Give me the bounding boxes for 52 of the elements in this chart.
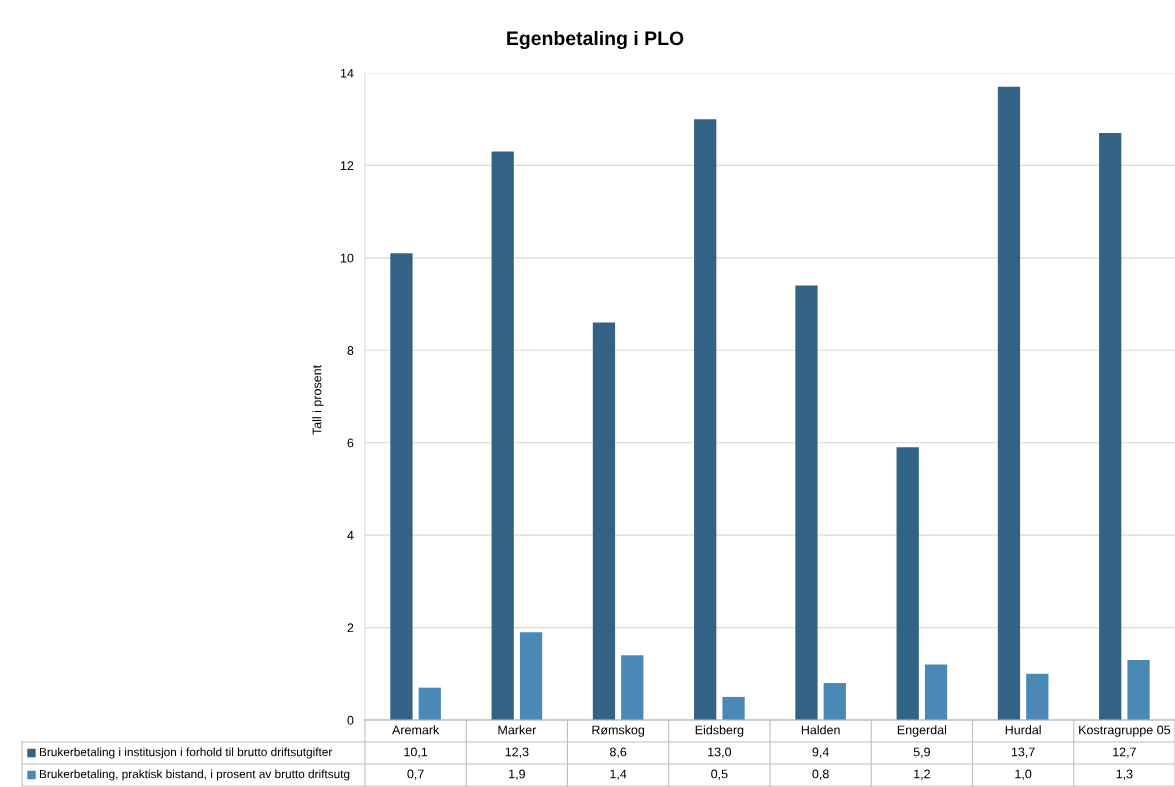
y-tick-label: 8: [347, 346, 354, 355]
bar: [390, 253, 413, 720]
x-tick-label: Engerdal: [897, 725, 947, 737]
legend-label: Brukerbetaling i institusjon i forhold til brutto driftsutgifter: [39, 747, 333, 759]
data-label: 0,7: [407, 769, 424, 780]
x-tick-label: Hurdal: [1005, 725, 1041, 735]
x-tick-label: Halden: [801, 725, 840, 735]
bar: [823, 683, 846, 720]
y-tick-label: 0: [347, 715, 354, 725]
x-tick-label: Eidsberg: [695, 725, 744, 737]
legend-label: Brukerbetaling, praktisk bistand, i prosent av brutto driftsutg: [39, 769, 350, 781]
bar: [491, 151, 514, 720]
bar: [1099, 133, 1122, 720]
data-label: 13,0: [708, 747, 732, 758]
data-label: 0,5: [711, 769, 728, 780]
data-label: 1,0: [1015, 769, 1032, 780]
bar: [722, 696, 745, 720]
bar: [924, 664, 948, 720]
bar: [621, 655, 644, 720]
bar: [997, 86, 1021, 720]
x-tick-label: Kostragruppe 05: [1079, 725, 1171, 737]
bar: [519, 632, 543, 720]
bar: [896, 447, 919, 720]
bar: [1026, 673, 1049, 720]
bar: [418, 687, 441, 720]
y-tick-label: 10: [340, 253, 354, 263]
data-label: 9,4: [812, 747, 829, 758]
x-tick-label: Aremark: [392, 725, 440, 735]
y-tick-label: 2: [347, 623, 354, 633]
chart-title: Egenbetaling i PLO: [507, 30, 684, 50]
data-label: 1,9: [509, 769, 525, 780]
data-label: 0,8: [812, 769, 829, 780]
bar: [694, 119, 717, 720]
data-label: 1,2: [914, 769, 930, 780]
bar: [592, 322, 616, 720]
y-axis-title: Tall i prosent: [312, 365, 324, 435]
data-label: 10,1: [404, 747, 428, 758]
data-label: 12,3: [505, 747, 529, 758]
x-tick-label: Marker: [498, 725, 537, 735]
data-label: 12,7: [1113, 747, 1136, 758]
x-tick-label: Rømskog: [592, 725, 645, 737]
y-tick-label: 12: [340, 161, 354, 170]
y-tick-label: 6: [347, 438, 354, 448]
data-label: 13,7: [1011, 747, 1035, 758]
y-tick-label: 4: [347, 531, 354, 540]
y-tick-label: 14: [340, 68, 354, 78]
data-label: 5,9: [913, 747, 930, 758]
data-label: 8,6: [609, 747, 627, 758]
data-label: 1,3: [1116, 769, 1133, 780]
bar: [795, 285, 818, 720]
data-label: 1,4: [610, 769, 627, 780]
bar: [1127, 659, 1150, 720]
